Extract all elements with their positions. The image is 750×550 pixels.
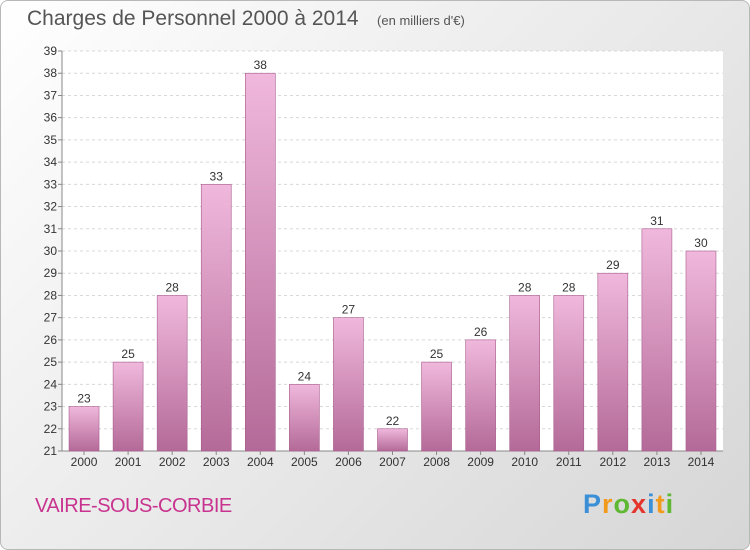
bar [465, 339, 496, 452]
logo-letter: i [665, 489, 675, 519]
x-tick-label: 2005 [291, 455, 318, 469]
y-tick-label: 22 [44, 422, 58, 436]
data-label: 24 [298, 369, 312, 383]
data-label: 28 [165, 280, 179, 294]
y-tick-label: 30 [44, 244, 58, 258]
y-tick-label: 23 [44, 400, 58, 414]
x-tick-label: 2003 [203, 455, 230, 469]
bar [245, 72, 276, 452]
x-tick-label: 2008 [423, 455, 450, 469]
bar [112, 361, 144, 452]
data-label: 25 [121, 347, 135, 361]
data-label: 25 [430, 347, 444, 361]
data-label: 22 [386, 414, 400, 428]
bar [156, 295, 188, 452]
data-label: 38 [254, 58, 268, 72]
data-label: 28 [518, 280, 532, 294]
bar [377, 428, 408, 452]
proxiti-logo: Proxiti [583, 489, 674, 520]
bar [509, 295, 541, 452]
y-tick-label: 21 [44, 444, 58, 458]
bar [553, 295, 585, 452]
y-tick-label: 32 [44, 200, 58, 214]
data-label: 28 [562, 280, 576, 294]
chart-subtitle: (en milliers d'€) [377, 13, 465, 28]
logo-letter: t [655, 489, 666, 519]
logo-letter: x [631, 489, 648, 519]
logo-letter: r [602, 489, 614, 519]
bar [289, 384, 320, 452]
logo-letter: o [613, 489, 632, 519]
y-tick-label: 36 [44, 111, 58, 125]
logo-letter: i [647, 489, 656, 519]
y-tick-label: 37 [44, 88, 58, 102]
y-tick-label: 29 [44, 266, 58, 280]
y-tick-label: 26 [44, 333, 58, 347]
bar [597, 272, 629, 452]
x-tick-label: 2014 [688, 455, 715, 469]
bar [68, 406, 100, 452]
bar [200, 184, 232, 452]
x-tick-label: 2010 [511, 455, 538, 469]
y-tick-label: 31 [44, 222, 58, 236]
data-label: 27 [342, 303, 356, 317]
x-tick-label: 2012 [599, 455, 626, 469]
y-tick-label: 34 [44, 155, 58, 169]
x-tick-label: 2009 [467, 455, 494, 469]
bar [333, 317, 364, 452]
data-label: 29 [606, 258, 620, 272]
x-tick-label: 2013 [644, 455, 671, 469]
x-tick-label: 2006 [335, 455, 362, 469]
x-tick-label: 2002 [159, 455, 186, 469]
y-tick-label: 33 [44, 177, 58, 191]
y-tick-label: 35 [44, 133, 58, 147]
data-label: 33 [210, 169, 224, 183]
data-label: 31 [650, 214, 664, 228]
y-tick-label: 38 [44, 66, 58, 80]
commune-name: VAIRE-SOUS-CORBIE [35, 495, 232, 517]
bar [641, 228, 673, 452]
x-tick-label: 2004 [247, 455, 274, 469]
y-tick-label: 28 [44, 288, 58, 302]
chart-title: Charges de Personnel 2000 à 2014 [27, 7, 359, 30]
bar [421, 361, 452, 452]
data-label: 26 [474, 325, 488, 339]
logo-letter: P [583, 489, 603, 519]
x-tick-label: 2007 [379, 455, 406, 469]
data-label: 30 [694, 236, 708, 250]
bar [685, 250, 717, 452]
data-label: 23 [77, 392, 91, 406]
y-tick-label: 24 [44, 377, 58, 391]
y-tick-label: 25 [44, 355, 58, 369]
x-tick-label: 2011 [556, 455, 582, 469]
x-tick-label: 2000 [71, 455, 98, 469]
title-block: Charges de Personnel 2000 à 2014 (en mil… [27, 7, 465, 31]
y-tick-label: 39 [44, 44, 58, 58]
y-tick-label: 27 [44, 311, 58, 325]
x-tick-label: 2001 [115, 455, 142, 469]
